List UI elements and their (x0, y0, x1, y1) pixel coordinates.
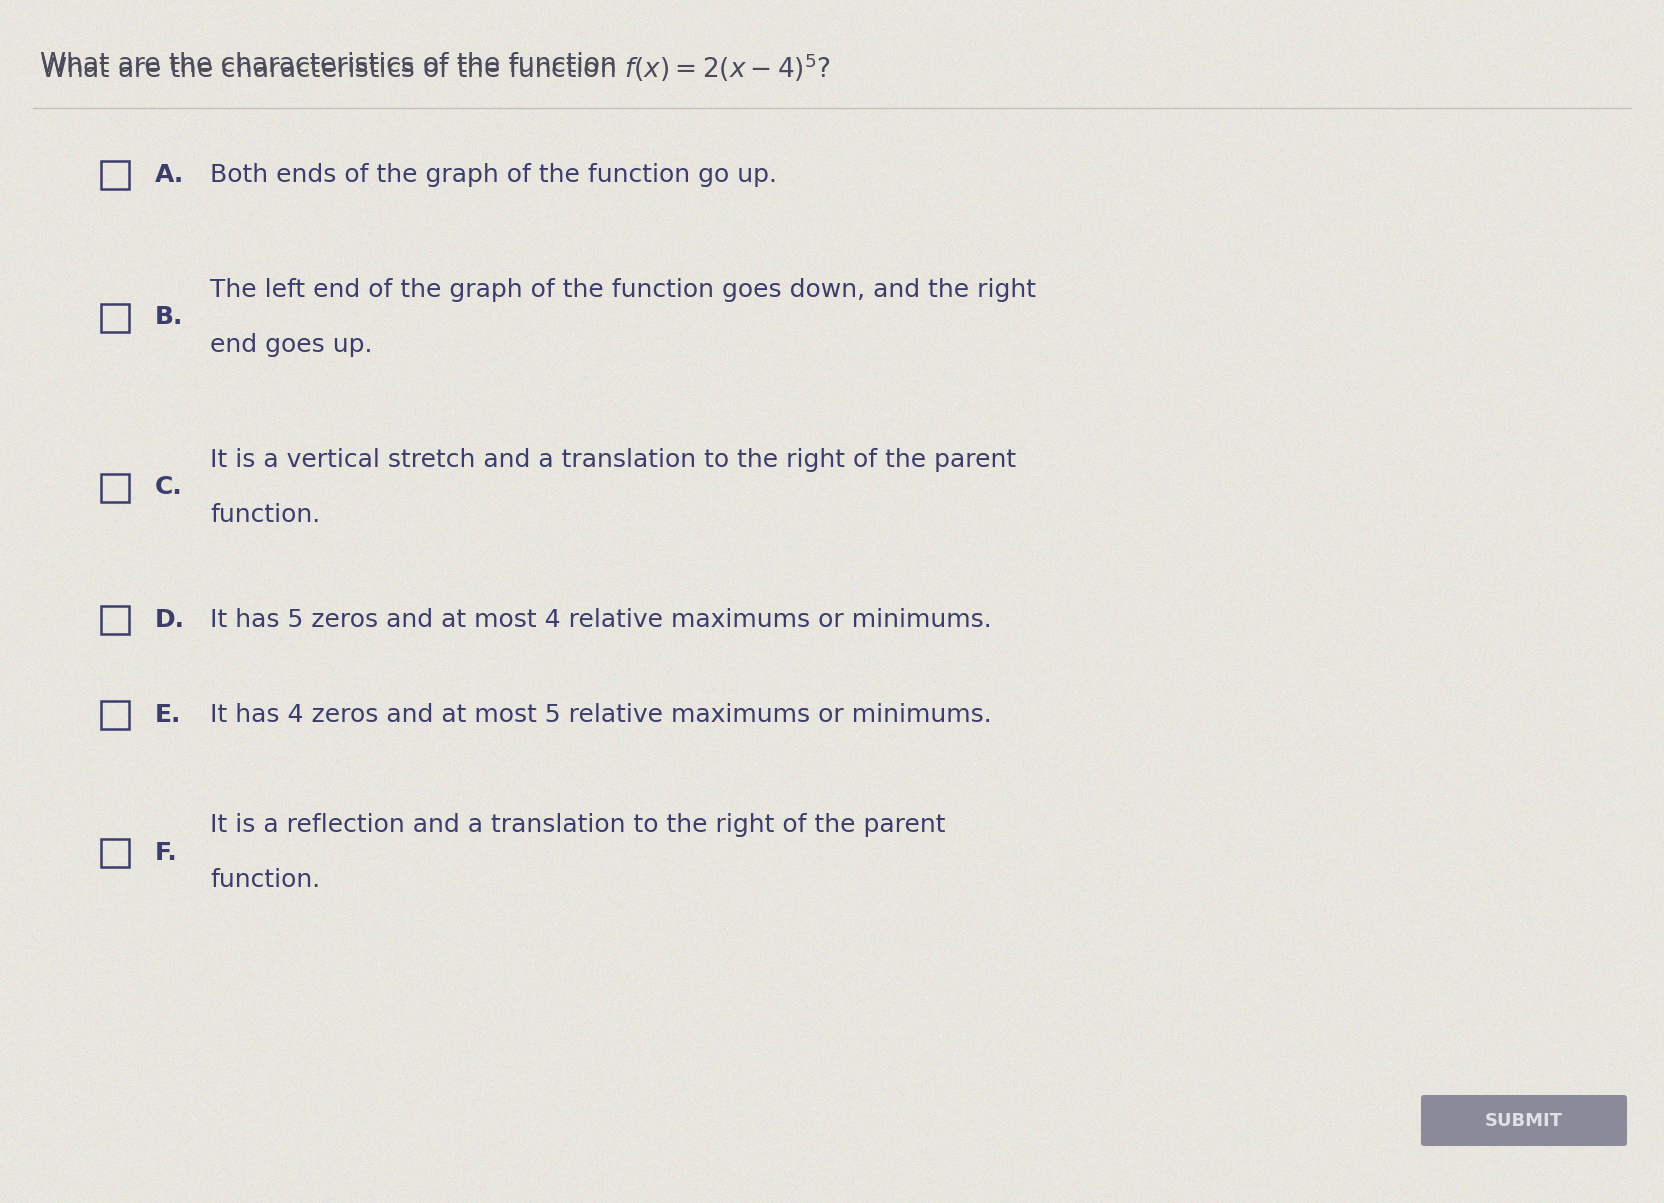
Bar (102, 303, 130, 332)
Text: D.: D. (155, 608, 185, 632)
Text: SUBMIT: SUBMIT (1484, 1112, 1562, 1130)
Text: Both ends of the graph of the function go up.: Both ends of the graph of the function g… (210, 162, 777, 186)
Text: F.: F. (155, 841, 178, 865)
Bar (102, 606, 130, 634)
Text: B.: B. (155, 306, 183, 330)
Text: What are the characteristics of the function: What are the characteristics of the func… (40, 52, 626, 78)
Bar (102, 474, 130, 502)
Text: It is a vertical stretch and a translation to the right of the parent: It is a vertical stretch and a translati… (210, 448, 1017, 472)
Text: function.: function. (210, 869, 319, 891)
Text: end goes up.: end goes up. (210, 333, 373, 357)
Text: function.: function. (210, 503, 319, 527)
Bar (102, 838, 130, 866)
Bar (102, 161, 130, 189)
Text: It has 5 zeros and at most 4 relative maximums or minimums.: It has 5 zeros and at most 4 relative ma… (210, 608, 992, 632)
Text: E.: E. (155, 703, 181, 727)
Text: C.: C. (155, 475, 183, 499)
Text: The left end of the graph of the function goes down, and the right: The left end of the graph of the functio… (210, 278, 1037, 302)
FancyBboxPatch shape (1421, 1095, 1627, 1146)
Text: It has 4 zeros and at most 5 relative maximums or minimums.: It has 4 zeros and at most 5 relative ma… (210, 703, 992, 727)
Text: A.: A. (155, 162, 185, 186)
Text: It is a reflection and a translation to the right of the parent: It is a reflection and a translation to … (210, 813, 945, 837)
Text: What are the characteristics of the function $f(x) = 2(x - 4)^5$?: What are the characteristics of the func… (40, 52, 830, 84)
Bar (102, 701, 130, 729)
